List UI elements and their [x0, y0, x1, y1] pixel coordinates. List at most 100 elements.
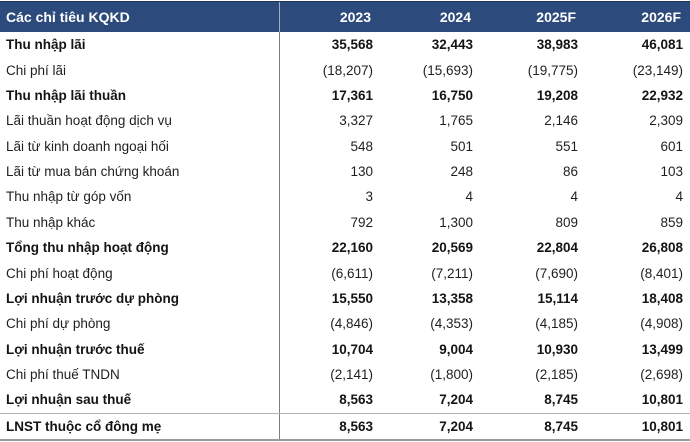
row-label: Lợi nhuận trước thuế — [0, 336, 280, 362]
row-value: 86 — [562, 164, 578, 180]
row-label: Chi phí hoạt động — [0, 260, 280, 286]
row-value: 601 — [660, 138, 683, 154]
row-value: 22,804 — [536, 240, 578, 256]
row-value: 501 — [450, 138, 473, 154]
row-value: (1,800) — [430, 367, 473, 383]
row-value: (7,211) — [431, 265, 473, 281]
row-value: 1,300 — [439, 214, 473, 230]
row-value: 4 — [465, 189, 473, 205]
table-header-year-2023: 2023 — [339, 9, 371, 25]
row-value: 10,801 — [641, 392, 683, 408]
row-label: Chi phí dự phòng — [0, 311, 280, 337]
row-value: 19,208 — [536, 87, 578, 103]
row-value: 2,309 — [649, 113, 683, 129]
row-value: 2,146 — [544, 113, 578, 129]
row-label: LNST thuộc cổ đông mẹ — [0, 413, 280, 439]
row-value: 46,081 — [641, 37, 683, 53]
row-value: 8,563 — [339, 418, 373, 434]
row-value: (4,846) — [330, 316, 373, 332]
row-value: 8,563 — [339, 392, 373, 408]
row-value: 792 — [350, 214, 373, 230]
row-value: (19,775) — [527, 62, 578, 78]
row-label: Lãi từ mua bán chứng khoán — [0, 158, 280, 185]
row-value: 4 — [570, 189, 578, 205]
row-value: 16,750 — [431, 87, 473, 103]
table-row: Lợi nhuận trước dự phòng 15,550 13,358 15,1… — [0, 285, 690, 312]
row-value: 13,358 — [431, 290, 473, 306]
row-value: 26,808 — [641, 240, 683, 256]
row-value: 130 — [350, 164, 373, 180]
table-row: Lãi thuần hoạt động dịch vụ 3,327 1,765 2,1… — [0, 108, 690, 134]
table-row: LNST thuộc cổ đông mẹ 8,563 7,204 8,745 10,8… — [0, 412, 690, 439]
table-header-year-2024: 2024 — [439, 9, 471, 25]
row-value: 809 — [555, 214, 578, 230]
row-label: Thu nhập từ góp vốn — [0, 184, 280, 210]
row-label: Lợi nhuận trước dự phòng — [0, 285, 280, 312]
row-value: 32,443 — [431, 37, 473, 53]
row-label: Chi phí lãi — [0, 57, 280, 83]
row-value: 859 — [660, 214, 683, 230]
row-label: Thu nhập khác — [0, 209, 280, 235]
row-value: 7,204 — [439, 392, 473, 408]
row-label: Lãi từ kinh doanh ngoại hối — [0, 133, 280, 159]
table-row: Thu nhập khác 792 1,300 809 859 — [0, 209, 690, 235]
table-row: Thu nhập lãi thuần 17,361 16,750 19,208 22,9… — [0, 82, 690, 109]
row-value: (2,141) — [330, 367, 373, 383]
row-value: 13,499 — [641, 341, 683, 357]
table-body: Thu nhập lãi 35,568 32,443 38,983 46,081 Chi … — [0, 32, 690, 439]
table-row: Chi phí dự phòng (4,846) (4,353) (4,185) (4,… — [0, 311, 690, 337]
row-value: 22,160 — [331, 240, 373, 256]
table-row: Thu nhập lãi 35,568 32,443 38,983 46,081 — [0, 32, 690, 58]
row-value: 7,204 — [439, 418, 473, 434]
row-value: 18,408 — [641, 290, 683, 306]
row-label: Thu nhập lãi thuần — [0, 82, 280, 109]
row-value: (2,185) — [535, 367, 578, 383]
row-value: 10,801 — [641, 418, 683, 434]
row-value: 35,568 — [331, 37, 373, 53]
row-value: (15,693) — [422, 62, 473, 78]
row-value: 8,745 — [544, 392, 578, 408]
row-label: Tổng thu nhập hoạt động — [0, 235, 280, 261]
row-value: 15,114 — [537, 290, 578, 306]
row-value: 8,745 — [544, 418, 578, 434]
table-row: Chi phí hoạt động (6,611) (7,211) (7,690) (8… — [0, 260, 690, 286]
row-value: 10,704 — [331, 341, 373, 357]
row-label: Lãi thuần hoạt động dịch vụ — [0, 108, 280, 134]
table-row: Lãi từ mua bán chứng khoán 130 248 86 103 — [0, 158, 690, 185]
row-value: 3 — [365, 189, 373, 205]
table-row: Lãi từ kinh doanh ngoại hối 548 501 551 601 — [0, 133, 690, 159]
row-value: (23,149) — [632, 62, 683, 78]
row-value: 20,569 — [431, 240, 473, 256]
row-value: 17,361 — [331, 87, 373, 103]
row-value: (8,401) — [640, 265, 683, 281]
table-header-year-2025f: 2025F — [536, 9, 576, 25]
table-header-row: Các chỉ tiêu KQKD 2023 2024 2025F 2026F — [0, 1, 690, 32]
table-row: Lợi nhuận trước thuế 10,704 9,004 10,930 13,… — [0, 336, 690, 362]
row-value: 10,930 — [536, 341, 578, 357]
row-value: (7,690) — [535, 265, 578, 281]
row-value: 9,004 — [439, 341, 473, 357]
table-header-year-2026f: 2026F — [641, 9, 681, 25]
row-value: 248 — [450, 164, 473, 180]
row-value: 548 — [350, 138, 373, 154]
table-row: Thu nhập từ góp vốn 3 4 4 4 — [0, 184, 690, 210]
row-label: Thu nhập lãi — [0, 32, 280, 58]
table-row: Lợi nhuận sau thuế 8,563 7,204 8,745 10,801 — [0, 387, 690, 413]
row-value: 103 — [660, 164, 683, 180]
table-header-label: Các chỉ tiêu KQKD — [0, 2, 280, 32]
row-label: Lợi nhuận sau thuế — [0, 387, 280, 413]
row-value: (6,611) — [331, 265, 373, 281]
row-value: (4,185) — [535, 316, 578, 332]
table-row: Tổng thu nhập hoạt động 22,160 20,569 22,80… — [0, 235, 690, 261]
table-row: Chi phí thuế TNDN (2,141) (1,800) (2,185) (2… — [0, 361, 690, 388]
table-row: Chi phí lãi (18,207) (15,693) (19,775) (23,1… — [0, 57, 690, 83]
row-value: 3,327 — [339, 113, 373, 129]
row-value: 4 — [675, 189, 683, 205]
row-value: (4,353) — [430, 316, 473, 332]
row-label: Chi phí thuế TNDN — [0, 361, 280, 388]
row-value: 22,932 — [641, 87, 683, 103]
row-value: (2,698) — [640, 367, 683, 383]
row-value: (18,207) — [322, 62, 373, 78]
